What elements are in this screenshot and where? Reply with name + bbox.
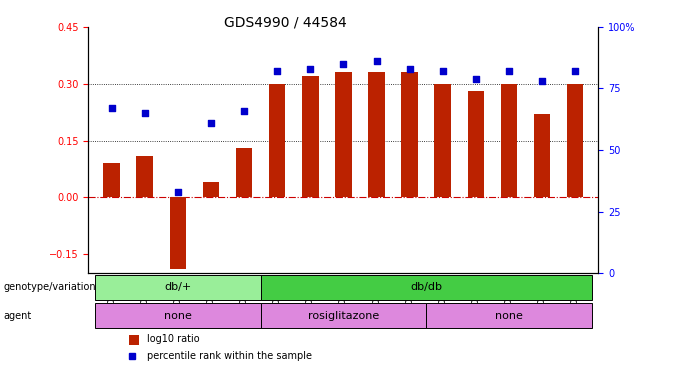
Bar	[534, 114, 550, 197]
Point	[106, 105, 117, 111]
FancyBboxPatch shape	[95, 275, 260, 300]
Text: percentile rank within the sample: percentile rank within the sample	[147, 351, 312, 361]
Bar	[468, 91, 484, 197]
Bar	[103, 163, 120, 197]
Point	[371, 58, 382, 65]
Text: db/+: db/+	[164, 282, 192, 292]
Point	[338, 61, 349, 67]
Bar	[435, 84, 451, 197]
Text: db/db: db/db	[410, 282, 442, 292]
Text: none: none	[164, 311, 192, 321]
Point	[205, 120, 216, 126]
Point	[537, 78, 547, 84]
Point	[570, 68, 581, 74]
Text: none: none	[495, 311, 523, 321]
Point	[272, 68, 283, 74]
Bar	[129, 335, 139, 346]
FancyBboxPatch shape	[260, 275, 592, 300]
Bar	[302, 76, 318, 197]
Text: genotype/variation: genotype/variation	[3, 282, 96, 292]
Bar	[137, 156, 153, 197]
Bar	[401, 72, 418, 197]
Text: GDS4990 / 44584: GDS4990 / 44584	[224, 15, 347, 29]
FancyBboxPatch shape	[426, 303, 592, 328]
Bar	[203, 182, 219, 197]
Bar	[169, 197, 186, 270]
Bar	[500, 84, 517, 197]
Text: rosiglitazone: rosiglitazone	[308, 311, 379, 321]
Point	[172, 189, 183, 195]
Text: agent: agent	[3, 311, 32, 321]
Text: log10 ratio: log10 ratio	[147, 334, 200, 344]
FancyBboxPatch shape	[260, 303, 426, 328]
Point	[437, 68, 448, 74]
Bar	[567, 84, 583, 197]
Point	[404, 66, 415, 72]
Point	[139, 110, 150, 116]
Bar	[335, 72, 352, 197]
Bar	[269, 84, 286, 197]
Point	[305, 66, 316, 72]
Bar	[236, 148, 252, 197]
Point	[504, 68, 515, 74]
Bar	[369, 72, 385, 197]
Point	[471, 76, 481, 82]
FancyBboxPatch shape	[95, 303, 260, 328]
Point	[239, 108, 250, 114]
